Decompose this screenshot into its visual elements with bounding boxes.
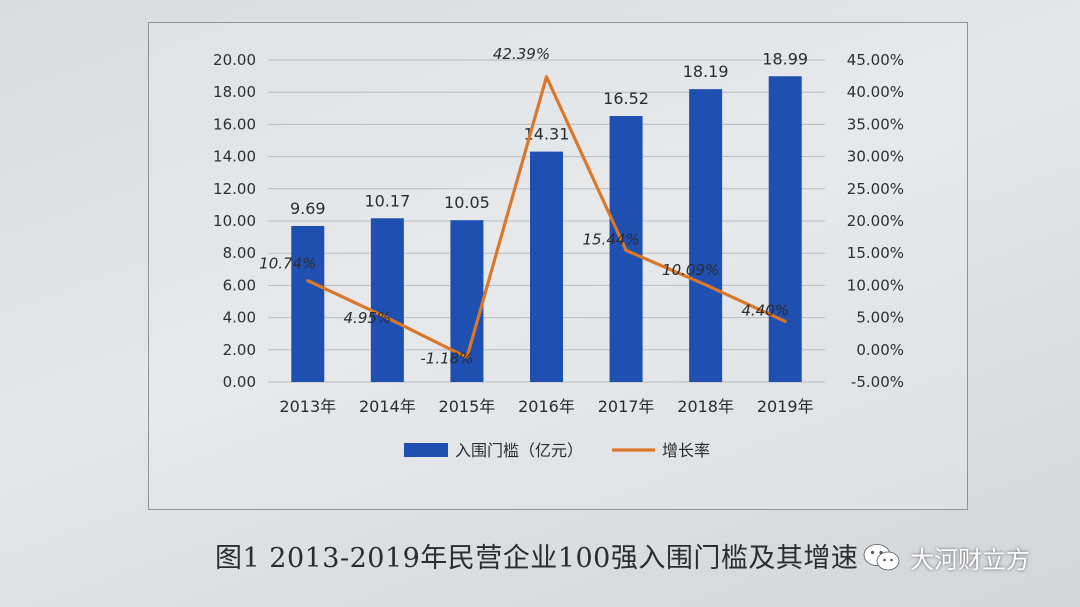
x-tick-label: 2019年 [757,397,814,416]
line-point [624,248,628,252]
line-data-label: 10.09% [662,261,719,279]
line-data-label: 4.95% [344,309,392,327]
bar-data-label: 16.52 [603,89,649,108]
y-left-tick-label: 12.00 [213,180,256,198]
bar-data-label: 9.69 [290,199,326,218]
line-point [465,355,469,359]
y-right-tick-label: 15.00% [847,244,904,262]
bar [530,151,563,382]
y-right-tick-label: 35.00% [847,115,904,133]
y-left-tick-label: 20.00 [213,51,256,69]
line-point [385,316,389,320]
bar-data-label: 18.99 [762,49,808,68]
y-right-tick-label: 45.00% [847,51,904,69]
bar-data-label: 14.31 [524,125,570,144]
x-tick-label: 2013年 [279,397,336,416]
x-tick-label: 2015年 [439,397,496,416]
x-tick-label: 2017年 [598,397,655,416]
y-left-tick-label: 16.00 [213,115,256,133]
y-right-tick-label: 30.00% [847,148,904,166]
line-data-label: 42.39% [493,45,550,63]
y-right-tick-label: 20.00% [847,212,904,230]
y-left-tick-label: 18.00 [213,83,256,101]
bar [768,76,802,383]
line-data-label: 15.44% [582,230,639,248]
bar [291,225,325,382]
y-right-tick-label: 10.00% [847,276,904,294]
x-tick-label: 2018年 [677,397,734,416]
line-point [783,319,787,323]
y-right-tick-label: 0.00% [856,341,904,359]
x-tick-label: 2014年 [359,397,416,416]
legend-line-label: 增长率 [662,441,710,460]
line-data-label: 4.40% [741,301,789,319]
y-left-tick-label: 0.00 [223,373,256,391]
bar-data-label: 10.05 [444,193,490,212]
line-data-label: -1.18% [420,349,473,367]
line-point [306,279,310,283]
bar [689,89,723,383]
y-right-tick-label: 5.00% [856,309,904,327]
legend-bar-label: 入围门槛（亿元） [455,441,583,460]
y-left-tick-label: 4.00 [223,309,256,327]
y-right-tick-label: 40.00% [847,83,904,101]
wechat-icon [863,543,900,570]
watermark: 大河财立方 [862,540,1030,575]
line-data-label: 10.74% [259,255,316,273]
bar-data-label: 18.19 [683,62,729,81]
y-left-tick-label: 2.00 [223,341,256,359]
bar-data-label: 10.17 [364,191,410,210]
line-point [545,75,548,79]
watermark-text: 大河财立方 [910,546,1030,574]
legend-bar-swatch [404,443,448,457]
y-left-tick-label: 10.00 [213,212,256,230]
line-point [704,283,708,287]
y-left-tick-label: 14.00 [213,148,256,166]
bar [370,218,404,382]
y-right-tick-label: 25.00% [847,180,904,198]
y-left-tick-label: 6.00 [223,276,256,294]
y-right-tick-label: -5.00% [851,373,904,391]
y-left-tick-label: 8.00 [223,244,256,262]
x-tick-label: 2016年 [518,397,575,416]
figure-caption: 图1 2013-2019年民营企业100强入围门槛及其增速 [215,543,859,574]
